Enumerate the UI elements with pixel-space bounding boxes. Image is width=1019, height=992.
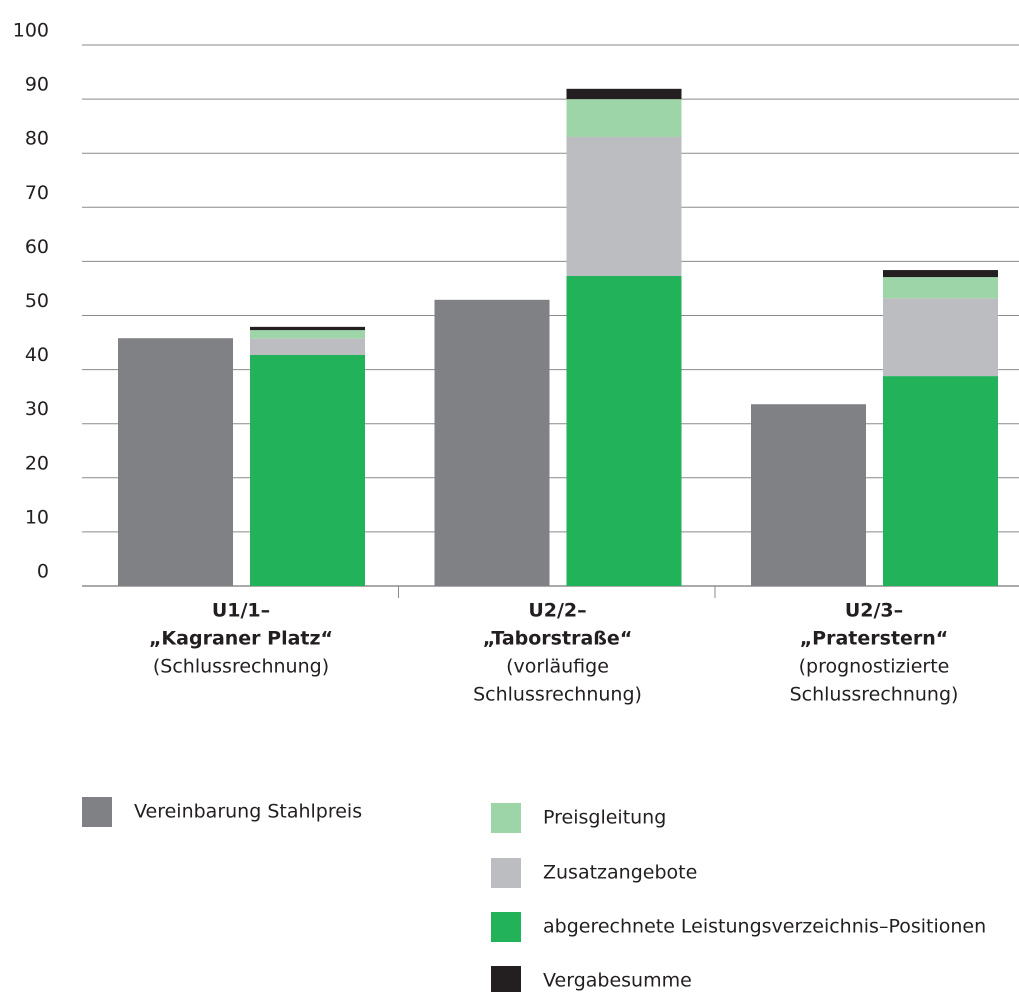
- y-tick-label: 30: [25, 398, 49, 420]
- bar: [566, 276, 682, 586]
- legend-label: abgerechnete Leistungsverzeichnis–Positi…: [543, 916, 986, 938]
- bar: [250, 330, 365, 339]
- y-tick-label: 10: [25, 506, 49, 528]
- legend-swatch: [82, 797, 112, 827]
- legend-label: Preisgleitung: [543, 807, 666, 829]
- bar: [883, 298, 998, 377]
- legend-swatch: [491, 966, 521, 992]
- x-tick-label: Schlussrechnung): [473, 684, 642, 706]
- legend-swatch: [491, 912, 521, 942]
- bar: [250, 338, 365, 355]
- bar: [883, 376, 998, 586]
- y-tick-label: 20: [25, 452, 49, 474]
- bar: [566, 99, 682, 137]
- y-tick-label: 100: [13, 20, 49, 42]
- legend-label: Zusatzangebote: [543, 862, 697, 884]
- legend-swatch: [491, 803, 521, 833]
- x-tick-label: U2/3–: [845, 600, 903, 622]
- x-tick-label: U1/1–: [212, 600, 270, 622]
- x-tick-label: (vorläufige: [506, 656, 609, 678]
- legend-swatch: [491, 858, 521, 888]
- x-tick-label: (prognostizierte: [799, 656, 950, 678]
- bar: [883, 277, 998, 299]
- x-tick-label: (Schlussrechnung): [153, 656, 329, 678]
- x-tick-label: „Praterstern“: [800, 628, 949, 650]
- y-tick-label: 70: [25, 182, 49, 204]
- y-tick-label: 90: [25, 74, 49, 96]
- bar: [883, 270, 998, 278]
- bar: [118, 338, 233, 586]
- legend-label: Vergabesumme: [543, 970, 692, 992]
- y-tick-label: 80: [25, 128, 49, 150]
- x-tick-label: U2/2–: [528, 600, 586, 622]
- y-tick-label: 50: [25, 290, 49, 312]
- x-tick-label: „Kagraner Platz“: [149, 628, 333, 650]
- bar: [751, 404, 866, 586]
- bar: [250, 354, 365, 586]
- bar: [566, 88, 682, 100]
- y-tick-label: 60: [25, 236, 49, 258]
- x-tick-label: Schlussrechnung): [790, 684, 959, 706]
- bar: [434, 299, 550, 586]
- legend-label: Vereinbarung Stahlpreis: [134, 801, 362, 823]
- bar: [566, 136, 682, 277]
- bar: [250, 326, 365, 331]
- x-tick-label: „Taborstraße“: [483, 628, 633, 650]
- y-tick-label: 40: [25, 344, 49, 366]
- y-tick-label: 0: [37, 561, 49, 583]
